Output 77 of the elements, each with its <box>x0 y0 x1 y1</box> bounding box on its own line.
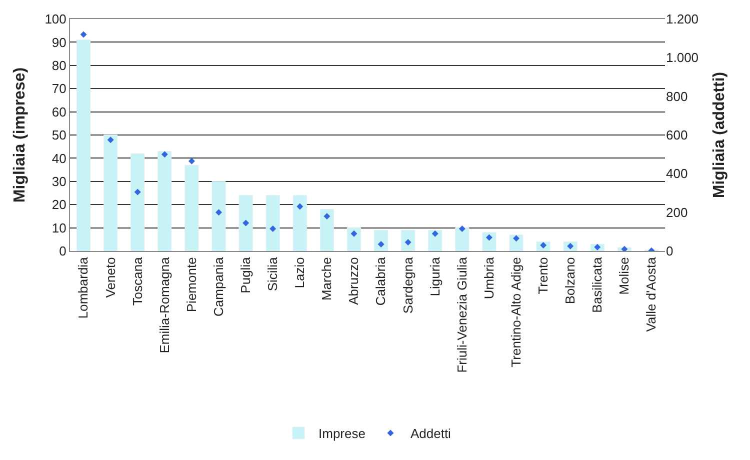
y2-tick-label: 1.000 <box>666 50 699 66</box>
y-axis-title: Migliaia (imprese) <box>12 67 29 203</box>
point <box>378 240 384 248</box>
bar <box>401 230 416 251</box>
x-tick-label: Friuli-Venezia Giulia <box>454 256 470 373</box>
y2-tick-label: 1.200 <box>666 12 699 27</box>
y-tick-label: 70 <box>52 81 66 96</box>
y2-tick-label: 0 <box>666 244 674 259</box>
point <box>486 234 492 241</box>
x-tick-label: Molise <box>616 257 632 295</box>
bar <box>374 230 388 251</box>
point <box>216 209 222 216</box>
bar <box>266 195 280 251</box>
y-tick-label: 0 <box>59 244 66 259</box>
point <box>134 188 141 196</box>
x-tick-label: Trento <box>536 257 551 294</box>
point <box>80 31 87 38</box>
point <box>188 158 195 164</box>
x-tick-label: Sardegna <box>400 256 416 314</box>
bar <box>482 232 496 251</box>
bar <box>428 230 442 251</box>
bar <box>76 40 91 251</box>
y2-tick-label: 400 <box>666 166 688 182</box>
point <box>107 136 114 144</box>
x-tick-label: Puglia <box>238 256 254 294</box>
x-tick-label: Liguria <box>427 256 442 296</box>
point <box>458 226 466 232</box>
y2-tick-label: 800 <box>666 88 688 104</box>
y2-tick-label: 200 <box>666 204 688 220</box>
y-tick-label: 90 <box>52 34 66 50</box>
x-tick-label: Toscana <box>130 256 145 306</box>
bar <box>292 195 307 251</box>
y-tick-label: 100 <box>44 12 66 27</box>
x-tick-label: Valle d'Aosta <box>644 256 659 332</box>
point <box>432 230 438 237</box>
point <box>621 246 628 251</box>
bar <box>104 134 118 251</box>
y-tick-label: 10 <box>52 220 66 236</box>
x-tick-label: Piemonte <box>184 257 199 312</box>
x-tick-label: Marche <box>319 257 334 301</box>
y-tick-label: 60 <box>52 104 66 120</box>
y-tick-label: 50 <box>52 128 66 143</box>
bar <box>158 150 172 251</box>
bar <box>346 228 361 251</box>
x-tick-label: Trentino-Alto Adige <box>508 257 524 368</box>
x-tick-label: Sicilia <box>265 256 280 292</box>
y-tick-label: 40 <box>52 150 66 166</box>
x-tick-label: Lombardia <box>76 256 91 319</box>
x-tick-label: Basilicata <box>590 256 605 313</box>
y-tick-label: 80 <box>52 58 66 73</box>
bar <box>320 208 334 251</box>
bar <box>212 181 226 251</box>
x-tick-label: Lazio <box>292 257 308 288</box>
point <box>161 151 168 158</box>
point <box>242 220 250 226</box>
x-tick-label: Emilia-Romagna <box>156 256 172 354</box>
x-tick-label: Abruzzo <box>346 257 362 305</box>
point <box>270 226 276 232</box>
x-tick-label: Campania <box>210 256 226 316</box>
point <box>324 212 330 220</box>
legend-label: Addetti <box>410 426 452 442</box>
legend-label: Imprese <box>318 426 366 442</box>
point <box>513 235 520 242</box>
y2-tick-label: 600 <box>666 128 688 143</box>
y-tick-label: 30 <box>52 174 66 189</box>
bar <box>130 153 145 251</box>
x-tick-label: Veneto <box>102 257 118 298</box>
point <box>350 230 358 237</box>
x-tick-label: Bolzano <box>562 257 578 304</box>
x-tick-label: Calabria <box>373 256 388 306</box>
y2-axis-title: Migliaia (addetti) <box>711 72 728 198</box>
bar <box>455 228 470 251</box>
point <box>296 203 304 210</box>
bar <box>184 164 199 251</box>
y-tick-label: 20 <box>52 197 66 212</box>
bar <box>238 195 253 251</box>
x-tick-label: Umbria <box>481 256 496 300</box>
